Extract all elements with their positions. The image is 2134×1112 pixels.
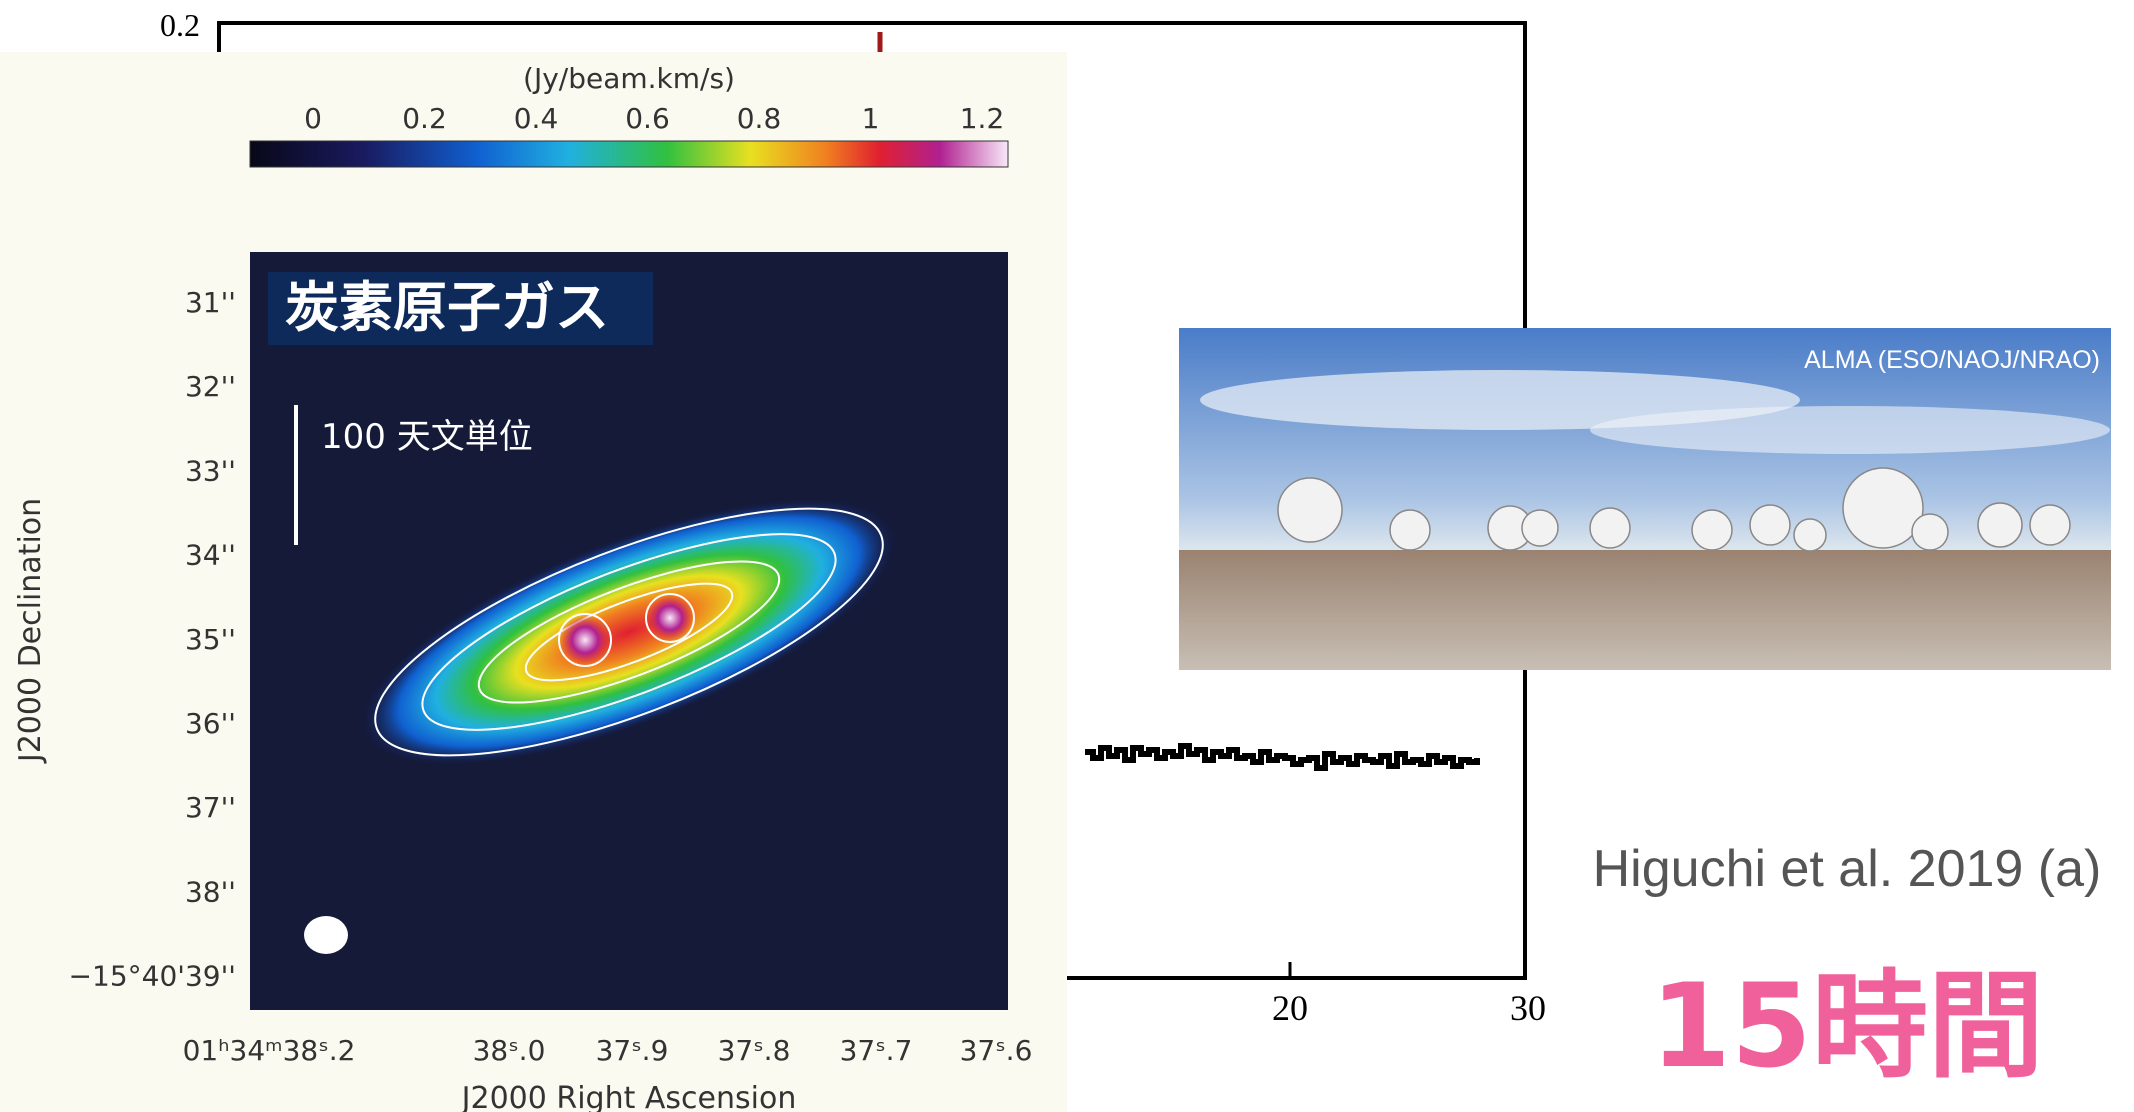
x-tick-label: 30 (1510, 988, 1546, 1028)
ra-tick-label: 38ˢ.0 (473, 1034, 546, 1067)
antenna (1794, 519, 1826, 551)
photo-credit: ALMA (ESO/NAOJ/NRAO) (1804, 346, 2100, 374)
spectrum-trace (1085, 746, 1477, 768)
antenna (1912, 514, 1948, 550)
citation: Higuchi et al. 2019 (a) (1593, 840, 2102, 898)
colorbar-tick-label: 0.2 (402, 102, 447, 135)
dec-tick-label: 33'' (185, 454, 236, 487)
alma-photo: ALMA (ESO/NAOJ/NRAO) (1179, 328, 2111, 670)
dec-tick-label: 37'' (185, 791, 236, 824)
ra-tick-label: 37ˢ.8 (718, 1034, 791, 1067)
colorbar-label: (Jy/beam.km/s) (523, 62, 735, 95)
colorbar (250, 141, 1008, 167)
y-axis-title: J2000 Declination (13, 498, 48, 764)
peak (559, 614, 611, 666)
antenna (1278, 478, 1342, 542)
x-axis-title: J2000 Right Ascension (460, 1081, 797, 1112)
dec-tick-label: −15°40'39'' (69, 960, 236, 993)
colorbar-tick-label: 0.4 (514, 102, 559, 135)
colorbar-tick-label: 1.2 (960, 102, 1005, 135)
dec-tick-label: 34'' (185, 539, 236, 572)
cloud (1590, 406, 2110, 454)
antenna (1522, 510, 1558, 546)
slide: 0.2 20 30 (Jy/beam.km/s) 0 0.2 0.4 0.6 0.8 1 1… (0, 0, 2134, 1112)
colorbar-tick-label: 0 (304, 102, 322, 135)
antenna (1843, 468, 1923, 548)
antenna (1590, 508, 1630, 548)
ra-tick-label: 01ʰ34ᵐ38ˢ.2 (183, 1034, 356, 1067)
colorbar-tick-label: 1 (862, 102, 880, 135)
y-tick-label: 0.2 (160, 7, 200, 43)
ra-tick-label: 37ˢ.6 (960, 1034, 1033, 1067)
antenna (1750, 505, 1790, 545)
ra-tick-label: 37ˢ.9 (596, 1034, 669, 1067)
antenna (2030, 505, 2070, 545)
peak (646, 594, 694, 642)
dec-tick-label: 36'' (185, 707, 236, 740)
slide-canvas: 0.2 20 30 (Jy/beam.km/s) 0 0.2 0.4 0.6 0.8 1 1… (0, 0, 2134, 1112)
beam (304, 916, 348, 954)
duration: 15時間 (1650, 959, 2043, 1094)
antenna (1390, 510, 1430, 550)
colorbar-tick-label: 0.8 (737, 102, 782, 135)
scale-bar-label: 100 天文単位 (321, 417, 533, 457)
ra-tick-label: 37ˢ.7 (840, 1034, 913, 1067)
dec-tick-label: 31'' (185, 286, 236, 319)
ground (1179, 550, 2111, 670)
antenna (1978, 503, 2022, 547)
antenna (1692, 510, 1732, 550)
dec-tick-label: 38'' (185, 875, 236, 908)
dec-tick-label: 35'' (185, 623, 236, 656)
dec-tick-label: 32'' (185, 370, 236, 403)
map-title: 炭素原子ガス (285, 276, 609, 339)
colorbar-tick-label: 0.6 (625, 102, 670, 135)
x-tick-label: 20 (1272, 988, 1308, 1028)
